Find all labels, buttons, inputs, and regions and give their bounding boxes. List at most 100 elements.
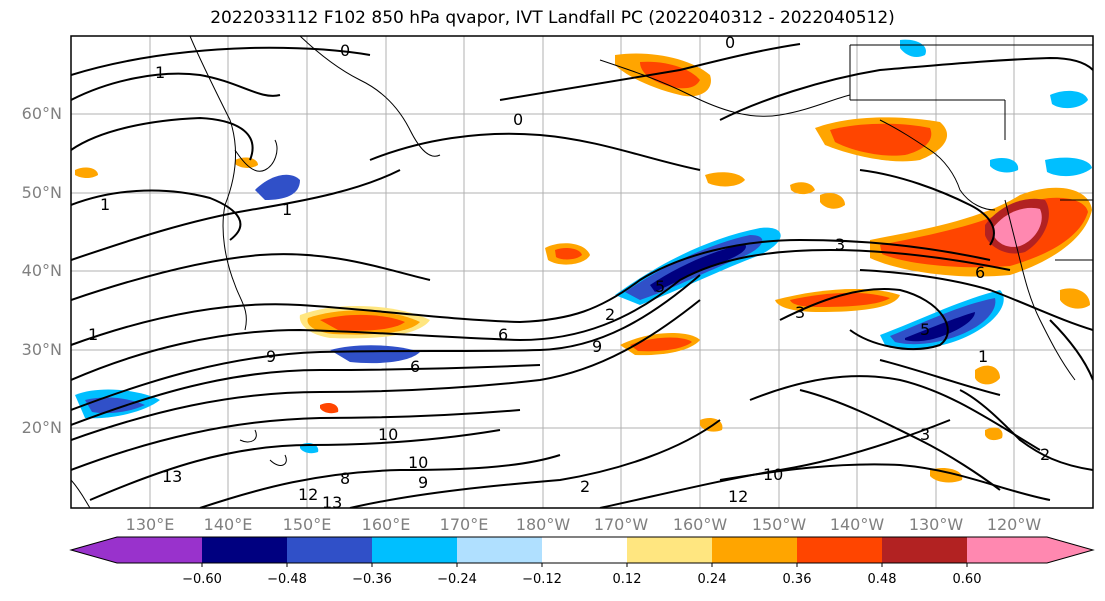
colorbar-segment	[967, 537, 1047, 563]
positive-anomaly	[320, 402, 339, 414]
colorbar-segment	[797, 537, 882, 563]
colorbar-tick-label: −0.48	[267, 572, 307, 587]
contour-label: 1	[282, 200, 292, 219]
positive-anomaly	[985, 427, 1003, 441]
positive-anomaly	[930, 468, 963, 483]
contour-label: 13	[322, 493, 342, 512]
coastlines	[71, 36, 1093, 508]
contour-label: 3	[835, 235, 845, 254]
negative-anomaly	[650, 244, 746, 292]
lon-label: 160°E	[361, 515, 411, 534]
contour-label: 3	[920, 425, 930, 444]
colorbar-tick-label: 0.36	[782, 572, 812, 587]
colorbar-segment	[117, 537, 202, 563]
negative-anomaly	[900, 39, 926, 58]
colorbar-tick-label: 0.48	[867, 572, 897, 587]
contour-label: 2	[605, 305, 615, 324]
negative-anomaly	[890, 298, 996, 345]
contour-label: 13	[162, 467, 182, 486]
lon-label: 170°E	[439, 515, 489, 534]
contour-label: 9	[592, 337, 602, 356]
colorbar	[69, 536, 1095, 567]
gridlines	[71, 36, 1093, 508]
negative-anomaly	[85, 397, 145, 414]
colorbar-extend-right	[1047, 537, 1093, 563]
contour-label: 8	[340, 469, 350, 488]
colorbar-segment	[542, 537, 627, 563]
contour-label: 12	[298, 485, 318, 504]
positive-anomaly	[705, 172, 745, 187]
negative-anomaly	[905, 312, 975, 342]
positive-anomaly	[993, 207, 1042, 247]
colorbar-segment	[627, 537, 712, 563]
colorbar-segment	[712, 537, 797, 563]
contour-label: 6	[498, 325, 508, 344]
contour-label: 2	[1040, 445, 1050, 464]
contour-label: 1	[88, 325, 98, 344]
lon-label: 180°W	[515, 515, 571, 534]
contour-label: 3	[795, 303, 805, 322]
colorbar-segment	[882, 537, 967, 563]
map-title: 2022033112 F102 850 hPa qvapor, IVT Land…	[210, 8, 895, 28]
contour-labels: 0 0 0 1 1 1 3 3 3 6 6 6 5 5 2 2 9 9 10 1…	[88, 33, 1050, 512]
colorbar-extend-left	[71, 537, 117, 563]
colorbar-tick-label: −0.36	[352, 572, 392, 587]
negative-anomaly	[990, 158, 1019, 173]
lon-label: 150°E	[282, 515, 332, 534]
contour-label: 9	[266, 347, 276, 366]
colorbar-tick-label: −0.12	[522, 572, 562, 587]
lat-label-50n: 50°N	[21, 183, 62, 202]
colorbar-segment	[457, 537, 542, 563]
positive-anomaly	[820, 193, 845, 209]
negative-anomaly	[255, 174, 300, 200]
colorbar-segment	[287, 537, 372, 563]
lon-label: 140°W	[829, 515, 885, 534]
contour-label: 0	[340, 41, 350, 60]
positive-anomaly	[630, 337, 692, 352]
map-frame	[70, 35, 1094, 509]
positive-anomaly	[235, 157, 258, 168]
positive-anomaly	[555, 247, 582, 260]
colorbar-tick-label: −0.24	[437, 572, 477, 587]
contour-label: 0	[513, 110, 523, 129]
positive-anomaly	[830, 123, 932, 156]
contour-label: 1	[100, 195, 110, 214]
positive-anomaly	[975, 365, 1000, 385]
colorbar-tick-label: 0.12	[612, 572, 642, 587]
positive-anomaly	[1060, 288, 1090, 309]
colorbar-tick-label: −0.60	[182, 572, 222, 587]
contour-label: 6	[975, 263, 985, 282]
positive-anomaly	[790, 182, 815, 195]
contour-label: 10	[378, 425, 398, 444]
colorbar-segment	[202, 537, 287, 563]
lat-label-60n: 60°N	[21, 104, 62, 123]
lat-label-40n: 40°N	[21, 261, 62, 280]
map-area: 0 0 0 1 1 1 3 3 3 6 6 6 5 5 2 2 9 9 10 1…	[71, 33, 1093, 512]
positive-anomaly	[320, 314, 405, 331]
contour-label: 10	[408, 453, 428, 472]
lat-label-20n: 20°N	[21, 418, 62, 437]
lon-label: 130°E	[125, 515, 175, 534]
contour-label: 12	[728, 487, 748, 506]
lon-label: 160°W	[672, 515, 728, 534]
lon-label: 150°W	[751, 515, 807, 534]
contour-label: 0	[725, 33, 735, 52]
positive-anomaly	[640, 61, 700, 89]
contour-label: 5	[655, 277, 665, 296]
contour-label: 5	[920, 320, 930, 339]
negative-anomaly	[330, 345, 420, 364]
colorbar-tick-label: 0.24	[697, 572, 727, 587]
positive-anomaly	[75, 167, 98, 179]
contour-label: 9	[418, 473, 428, 492]
lon-label: 170°W	[593, 515, 649, 534]
ivt-contours	[71, 43, 1093, 508]
contour-label: 1	[978, 347, 988, 366]
contour-label: 2	[580, 477, 590, 496]
lon-label: 120°W	[986, 515, 1042, 534]
contour-label: 10	[763, 465, 783, 484]
contour-label: 1	[155, 63, 165, 82]
negative-anomaly	[1050, 90, 1088, 109]
negative-anomaly	[1045, 157, 1092, 177]
contour-label: 6	[410, 357, 420, 376]
